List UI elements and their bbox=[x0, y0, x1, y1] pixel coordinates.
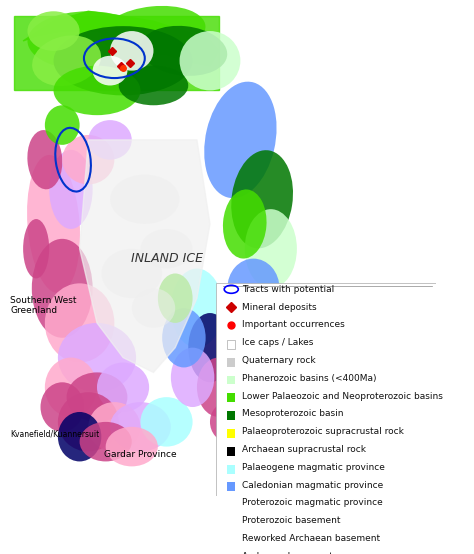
Ellipse shape bbox=[23, 219, 49, 279]
Ellipse shape bbox=[58, 323, 136, 392]
Text: Archaean supracrustal rock: Archaean supracrustal rock bbox=[242, 445, 366, 454]
Text: Phanerozoic basins (<400Ma): Phanerozoic basins (<400Ma) bbox=[242, 374, 376, 383]
Ellipse shape bbox=[101, 6, 205, 57]
Ellipse shape bbox=[197, 357, 240, 417]
Text: Palaeoproterozoic supracrustal rock: Palaeoproterozoic supracrustal rock bbox=[242, 427, 403, 436]
Bar bbox=[228, 358, 235, 367]
Ellipse shape bbox=[97, 362, 149, 412]
Bar bbox=[228, 447, 235, 456]
Ellipse shape bbox=[228, 259, 280, 318]
Ellipse shape bbox=[132, 288, 175, 328]
Ellipse shape bbox=[245, 209, 297, 288]
Ellipse shape bbox=[54, 26, 192, 95]
Ellipse shape bbox=[92, 56, 128, 85]
Text: Reworked Archaean basement: Reworked Archaean basement bbox=[242, 534, 380, 543]
Ellipse shape bbox=[171, 269, 223, 348]
Ellipse shape bbox=[62, 135, 114, 184]
FancyBboxPatch shape bbox=[217, 283, 438, 554]
Text: Mesoproterozoic basin: Mesoproterozoic basin bbox=[242, 409, 343, 418]
Text: Mineral deposits: Mineral deposits bbox=[242, 302, 316, 311]
Text: INLAND ICE: INLAND ICE bbox=[130, 252, 202, 265]
Text: Caledonian granites: Caledonian granites bbox=[295, 348, 410, 377]
Ellipse shape bbox=[32, 35, 101, 86]
Ellipse shape bbox=[140, 229, 192, 269]
Polygon shape bbox=[80, 140, 210, 372]
Text: Quaternary rock: Quaternary rock bbox=[242, 356, 315, 365]
Text: Proterozoic basement: Proterozoic basement bbox=[242, 516, 340, 525]
Bar bbox=[228, 536, 235, 545]
Bar bbox=[228, 376, 235, 384]
Ellipse shape bbox=[54, 66, 140, 115]
Ellipse shape bbox=[106, 427, 158, 466]
Ellipse shape bbox=[236, 318, 280, 377]
Ellipse shape bbox=[58, 412, 101, 461]
Text: Lower Palaeozoic and Neoproterozoic basins: Lower Palaeozoic and Neoproterozoic basi… bbox=[242, 392, 443, 401]
Text: Important occurrences: Important occurrences bbox=[242, 320, 345, 330]
Ellipse shape bbox=[141, 26, 227, 76]
Ellipse shape bbox=[110, 175, 180, 224]
Ellipse shape bbox=[88, 402, 140, 452]
Ellipse shape bbox=[210, 402, 245, 442]
Polygon shape bbox=[14, 16, 219, 90]
Text: Gardar Province: Gardar Province bbox=[104, 449, 177, 459]
Ellipse shape bbox=[140, 397, 192, 447]
Ellipse shape bbox=[80, 422, 132, 461]
Bar bbox=[228, 393, 235, 402]
Ellipse shape bbox=[27, 11, 149, 71]
Ellipse shape bbox=[101, 249, 162, 298]
Ellipse shape bbox=[45, 105, 80, 145]
Ellipse shape bbox=[180, 31, 240, 90]
Ellipse shape bbox=[249, 298, 292, 348]
Text: Caledonian magmatic province: Caledonian magmatic province bbox=[242, 481, 383, 490]
Ellipse shape bbox=[45, 357, 97, 417]
Text: 500 km: 500 km bbox=[253, 285, 289, 295]
Ellipse shape bbox=[162, 308, 206, 367]
Text: Proterozoic magmatic province: Proterozoic magmatic province bbox=[242, 499, 383, 507]
Bar bbox=[228, 465, 235, 474]
Text: Ice caps / Lakes: Ice caps / Lakes bbox=[242, 338, 313, 347]
FancyBboxPatch shape bbox=[1, 2, 436, 496]
Ellipse shape bbox=[32, 239, 92, 338]
Ellipse shape bbox=[118, 66, 188, 105]
Text: Archaean basement: Archaean basement bbox=[242, 552, 333, 554]
Text: Kvanefield/Kuannersuit: Kvanefield/Kuannersuit bbox=[10, 430, 100, 439]
Bar bbox=[228, 411, 235, 420]
Ellipse shape bbox=[27, 130, 62, 189]
Ellipse shape bbox=[171, 348, 214, 407]
Ellipse shape bbox=[40, 382, 84, 432]
Ellipse shape bbox=[88, 120, 132, 160]
Bar bbox=[228, 429, 235, 438]
Ellipse shape bbox=[27, 11, 80, 51]
Ellipse shape bbox=[27, 155, 80, 293]
Ellipse shape bbox=[58, 392, 118, 452]
Ellipse shape bbox=[45, 283, 114, 362]
Ellipse shape bbox=[204, 81, 277, 198]
Ellipse shape bbox=[188, 313, 232, 382]
Text: Southern West
Greenland: Southern West Greenland bbox=[10, 296, 77, 315]
Text: Palaeogene magmatic province: Palaeogene magmatic province bbox=[242, 463, 384, 472]
Ellipse shape bbox=[223, 189, 266, 259]
Ellipse shape bbox=[49, 150, 92, 229]
Ellipse shape bbox=[231, 150, 293, 248]
Polygon shape bbox=[23, 11, 219, 66]
Text: Tracts with potential: Tracts with potential bbox=[242, 285, 334, 294]
Bar bbox=[228, 483, 235, 491]
Ellipse shape bbox=[110, 402, 171, 452]
Bar bbox=[228, 518, 235, 527]
Ellipse shape bbox=[110, 31, 154, 71]
Bar bbox=[228, 500, 235, 509]
Bar bbox=[228, 340, 235, 349]
Ellipse shape bbox=[158, 274, 192, 323]
Ellipse shape bbox=[66, 372, 128, 422]
